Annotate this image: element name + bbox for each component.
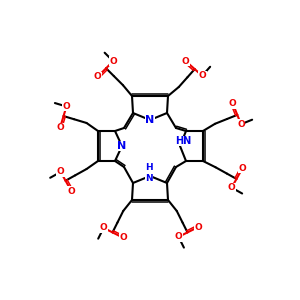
- Text: O: O: [62, 102, 70, 111]
- Text: N: N: [146, 115, 154, 125]
- Text: O: O: [109, 57, 117, 66]
- Text: O: O: [56, 123, 64, 132]
- Text: O: O: [94, 72, 101, 81]
- Text: O: O: [237, 120, 245, 129]
- Text: O: O: [119, 233, 127, 242]
- Text: N: N: [146, 115, 154, 125]
- Text: N: N: [117, 141, 127, 151]
- Text: N: N: [117, 141, 127, 151]
- Text: O: O: [238, 164, 246, 173]
- Text: H
N: H N: [145, 163, 153, 183]
- Text: O: O: [228, 183, 236, 192]
- Text: HN: HN: [175, 136, 191, 146]
- Text: HN: HN: [175, 136, 191, 146]
- Text: O: O: [194, 223, 202, 232]
- Text: O: O: [57, 167, 64, 176]
- Text: O: O: [100, 224, 107, 232]
- Text: O: O: [175, 232, 182, 242]
- Text: O: O: [198, 71, 206, 80]
- Text: H
N: H N: [145, 163, 153, 183]
- Text: O: O: [68, 187, 75, 196]
- Text: O: O: [229, 99, 237, 108]
- Text: O: O: [182, 57, 190, 66]
